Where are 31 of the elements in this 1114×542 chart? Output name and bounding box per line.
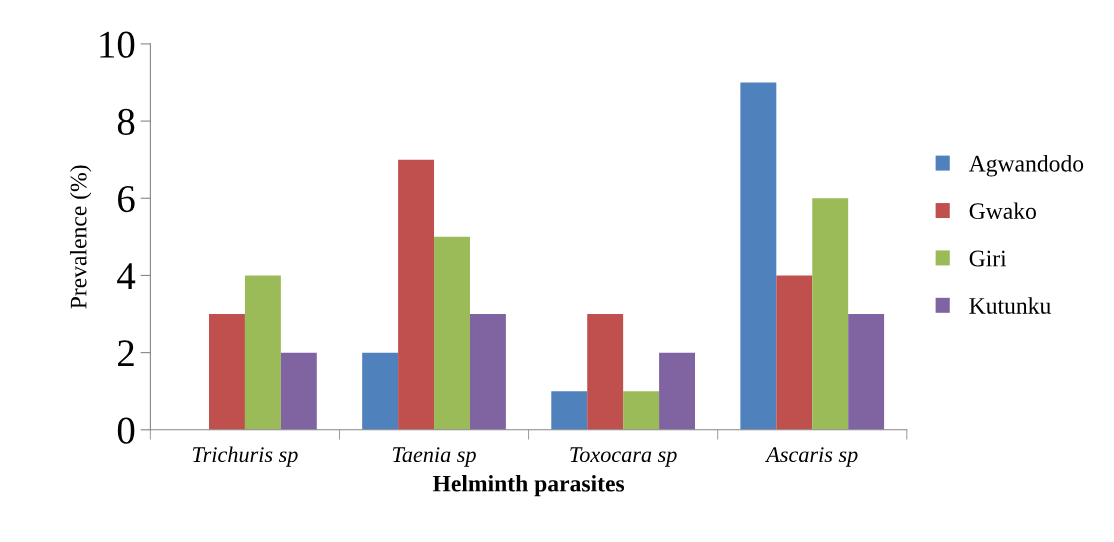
y-tick-label: 0 [117,417,135,444]
x-tick-label: Trichuris sp [192,446,298,467]
y-tick-label: 10 [100,31,135,58]
y-tick-label: 8 [117,108,135,135]
x-tick-label: Taenia sp [392,447,476,467]
bar [362,352,399,430]
y-tick-label: 2 [118,340,134,367]
bar [280,352,317,430]
bar [398,159,435,430]
y-tick-label: 4 [117,263,136,289]
bar [469,314,506,430]
x-tick-label: Toxocara sp [570,447,677,467]
bar [587,314,624,430]
y-axis-title: Prevalence (%) [69,165,92,309]
bar [434,236,470,430]
y-tick-label: 6 [118,186,135,213]
x-tick-label: Ascaris sp [765,447,858,467]
legend-label: Kutunku [969,297,1051,314]
bar [623,391,660,430]
x-axis-title: Helminth parasites [432,474,625,497]
legend-label: Agwandodo [968,155,1084,177]
bar [244,275,281,430]
bar [776,275,813,430]
bar [209,314,245,430]
bar [740,82,777,430]
legend-label: Giri [969,250,1007,267]
bar [551,391,588,430]
bar [812,198,849,430]
bar [659,352,695,430]
legend-label: Gwako [969,202,1036,220]
bar [848,314,885,430]
